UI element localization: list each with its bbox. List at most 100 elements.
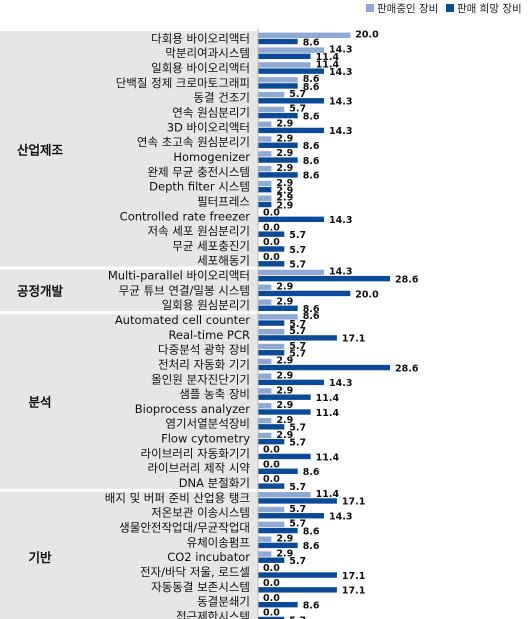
category-label: 동결분쇄기 bbox=[197, 595, 250, 609]
category-label: 완제 무균 충전시스템 bbox=[147, 165, 250, 179]
value-label-series-2: 8.6 bbox=[303, 82, 320, 93]
bar-series-2 bbox=[258, 350, 285, 356]
value-label-series-2: 5.7 bbox=[289, 245, 306, 256]
group-band-0 bbox=[0, 31, 258, 269]
bar-series-1 bbox=[258, 521, 285, 528]
category-label: 세포해동기 bbox=[197, 254, 250, 268]
value-label-series-2: 17.1 bbox=[342, 497, 365, 508]
group-bands bbox=[0, 31, 258, 619]
value-label-series-1: 2.9 bbox=[276, 356, 293, 367]
category-label: Multi-parallel 바이오리액터 bbox=[108, 269, 250, 283]
category-label: 접근제한시스템 bbox=[176, 609, 250, 619]
bar-series-2 bbox=[258, 142, 298, 148]
bar-series-2 bbox=[258, 335, 337, 341]
value-labels: 20.08.614.311.411.414.38.68.65.714.35.78… bbox=[263, 30, 419, 619]
bar-series-2 bbox=[258, 468, 298, 474]
value-label-series-2: 5.7 bbox=[289, 437, 306, 448]
category-label: 일회용 바이오리액터 bbox=[151, 61, 250, 75]
bar-series-2 bbox=[258, 438, 285, 445]
bar-series-1 bbox=[258, 77, 298, 83]
value-label-series-2: 8.6 bbox=[303, 37, 320, 48]
category-label: 염기서열분석장비 bbox=[165, 417, 250, 431]
legend: 판매중인 장비 판매 희망 장비 bbox=[366, 3, 522, 15]
value-label-series-2: 5.7 bbox=[289, 482, 306, 493]
bar-series-2 bbox=[258, 320, 285, 326]
bar-series-1 bbox=[258, 299, 272, 305]
bar-series-1 bbox=[258, 151, 272, 157]
value-label-series-2: 5.7 bbox=[289, 260, 306, 271]
category-label: Homogenizer bbox=[173, 150, 250, 164]
value-label-series-1: 2.9 bbox=[276, 548, 293, 559]
value-label-series-2: 5.7 bbox=[289, 230, 306, 241]
value-label-series-2: 8.6 bbox=[303, 141, 320, 152]
category-label: 생물안전작업대/무균작업대 bbox=[119, 520, 250, 534]
category-label: 저속 세포 원심분리기 bbox=[147, 224, 250, 238]
bar-series-1 bbox=[258, 358, 272, 365]
value-label-series-1: 0.0 bbox=[263, 445, 280, 456]
value-label-series-2: 28.6 bbox=[395, 363, 419, 374]
value-label-series-2: 5.7 bbox=[289, 556, 306, 567]
value-label-series-1: 2.9 bbox=[276, 533, 293, 544]
value-label-series-1: 20.0 bbox=[355, 30, 379, 41]
value-label-series-1: 2.9 bbox=[276, 193, 293, 204]
value-label-series-1: 5.7 bbox=[289, 89, 306, 100]
value-label-series-2: 11.4 bbox=[316, 452, 340, 463]
category-label: 올인원 분자진단기기 bbox=[151, 372, 250, 386]
bar-series-2 bbox=[258, 172, 298, 178]
bar-series-2 bbox=[258, 513, 324, 519]
category-label: 무균 세포충진기 bbox=[172, 239, 250, 253]
bar-series-1 bbox=[258, 388, 272, 394]
category-label: 일회용 원심분리기 bbox=[162, 298, 250, 312]
bar-series-2 bbox=[258, 231, 285, 237]
bar-series-2 bbox=[258, 187, 272, 193]
bar-series-2 bbox=[258, 542, 298, 549]
bar-series-1 bbox=[258, 314, 298, 320]
category-label: 배지 및 버퍼 준비 산업용 탱크 bbox=[105, 491, 250, 505]
value-label-series-1: 5.7 bbox=[289, 341, 306, 352]
category-label: Depth filter 시스템 bbox=[149, 180, 250, 194]
value-label-series-1: 2.9 bbox=[276, 178, 293, 189]
bar-series-2 bbox=[258, 261, 285, 267]
legend-label-series-1: 판매중인 장비 bbox=[377, 3, 438, 15]
bars bbox=[258, 32, 390, 619]
bar-series-2 bbox=[258, 587, 337, 593]
value-label-series-2: 14.3 bbox=[329, 512, 352, 523]
value-label-series-1: 5.7 bbox=[289, 519, 306, 530]
value-label-series-1: 2.9 bbox=[276, 385, 293, 396]
value-label-series-1: 0.0 bbox=[263, 237, 280, 248]
category-label: Bioprocess analyzer bbox=[135, 402, 250, 416]
bar-series-2 bbox=[258, 305, 298, 311]
value-label-series-2: 2.9 bbox=[276, 200, 293, 211]
bar-series-1 bbox=[258, 165, 272, 172]
bar-series-1 bbox=[258, 551, 272, 557]
value-label-series-1: 0.0 bbox=[263, 207, 280, 218]
value-label-series-1: 2.9 bbox=[276, 148, 293, 159]
value-label-series-2: 17.1 bbox=[342, 586, 365, 597]
category-label: 다회용 바이오리액터 bbox=[151, 31, 250, 45]
group-label: 기반 bbox=[28, 550, 52, 565]
value-label-series-1: 8.6 bbox=[303, 311, 320, 322]
value-label-series-1: 5.7 bbox=[289, 104, 306, 115]
bar-series-2 bbox=[258, 394, 311, 400]
value-label-series-2: 17.1 bbox=[342, 334, 365, 345]
value-label-series-2: 8.6 bbox=[303, 171, 320, 182]
value-label-series-1: 2.9 bbox=[276, 415, 293, 426]
value-label-series-1: 2.9 bbox=[276, 370, 293, 381]
value-label-series-1: 5.7 bbox=[289, 326, 306, 337]
bar-series-2 bbox=[258, 601, 298, 608]
category-label: 막분리여과시스템 bbox=[165, 46, 250, 60]
value-label-series-1: 2.9 bbox=[276, 133, 293, 144]
value-label-series-2: 8.6 bbox=[303, 541, 320, 552]
bar-series-1 bbox=[258, 284, 272, 290]
value-label-series-2: 5.7 bbox=[289, 615, 306, 619]
value-label-series-1: 2.9 bbox=[276, 400, 293, 411]
bar-series-2 bbox=[258, 498, 337, 504]
bar-series-1 bbox=[258, 106, 285, 113]
bar-series-2 bbox=[258, 483, 285, 489]
bar-series-2 bbox=[258, 379, 324, 386]
category-label: 필터프레스 bbox=[197, 194, 250, 208]
value-label-series-1: 0.0 bbox=[263, 459, 280, 470]
value-label-series-2: 14.3 bbox=[329, 67, 352, 78]
bar-series-2 bbox=[258, 527, 298, 534]
category-label: 샘플 농축 장비 bbox=[179, 387, 250, 401]
